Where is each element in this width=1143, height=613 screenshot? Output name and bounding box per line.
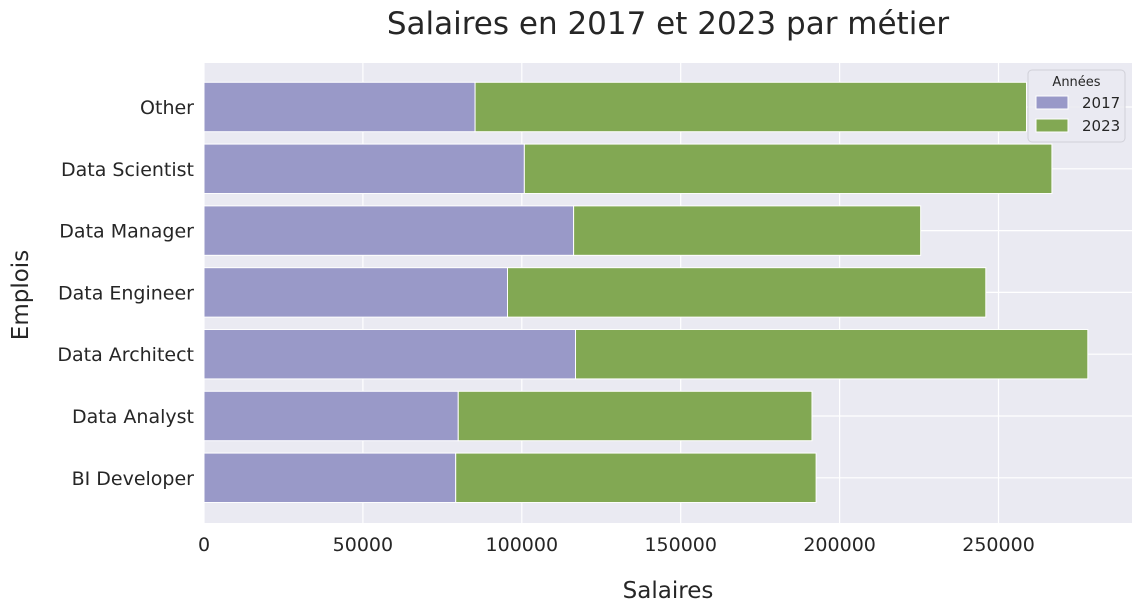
bar-2023-data-scientist (523, 143, 1053, 195)
x-tick-label: 200000 (803, 534, 876, 556)
legend-title: Années (1052, 75, 1100, 90)
y-tick-label: BI Developer (72, 468, 195, 490)
x-axis-ticks: 0 50000 100000 150000 200000 250000 (198, 534, 1035, 556)
bar-2017-bi-developer (203, 452, 457, 504)
legend-swatch-2023 (1035, 118, 1069, 133)
bar-2023-data-engineer (507, 267, 987, 318)
y-tick-label: Data Engineer (58, 282, 194, 304)
y-axis-ticks: Other Data Scientist Data Manager Data Engi… (57, 97, 194, 490)
x-tick-label: 250000 (962, 534, 1035, 556)
legend-label-2017: 2017 (1082, 94, 1120, 112)
y-tick-label: Data Analyst (72, 406, 194, 428)
chart-title: Salaires en 2017 et 2023 par métier (387, 6, 950, 42)
bar-2017-data-engineer (203, 267, 509, 318)
legend-label-2023: 2023 (1082, 117, 1120, 135)
y-tick-label: Data Manager (59, 221, 194, 243)
x-tick-label: 0 (198, 534, 210, 556)
x-axis-label: Salaires (623, 578, 714, 604)
legend-swatch-2017 (1035, 95, 1069, 110)
bar-2023-bi-developer (455, 452, 817, 504)
bar-2017-data-architect (203, 328, 577, 380)
bars-group (203, 81, 1089, 504)
bar-2023-data-architect (575, 328, 1089, 380)
bar-2017-data-scientist (203, 143, 525, 195)
x-tick-label: 50000 (333, 534, 393, 556)
legend: Années 2017 2023 (1027, 69, 1126, 143)
bar-2017-data-manager (203, 205, 575, 256)
bar-2023-data-analyst (457, 390, 813, 442)
y-tick-label: Data Architect (57, 344, 194, 366)
bar-2023-other (474, 81, 1027, 133)
x-tick-label: 150000 (644, 534, 717, 556)
y-axis-label: Emplois (8, 250, 34, 340)
y-tick-label: Other (140, 97, 194, 119)
x-tick-label: 100000 (486, 534, 559, 556)
bar-2017-other (203, 81, 476, 133)
bar-2017-data-analyst (203, 390, 459, 442)
bar-2023-data-manager (573, 205, 922, 256)
y-tick-label: Data Scientist (61, 159, 194, 181)
